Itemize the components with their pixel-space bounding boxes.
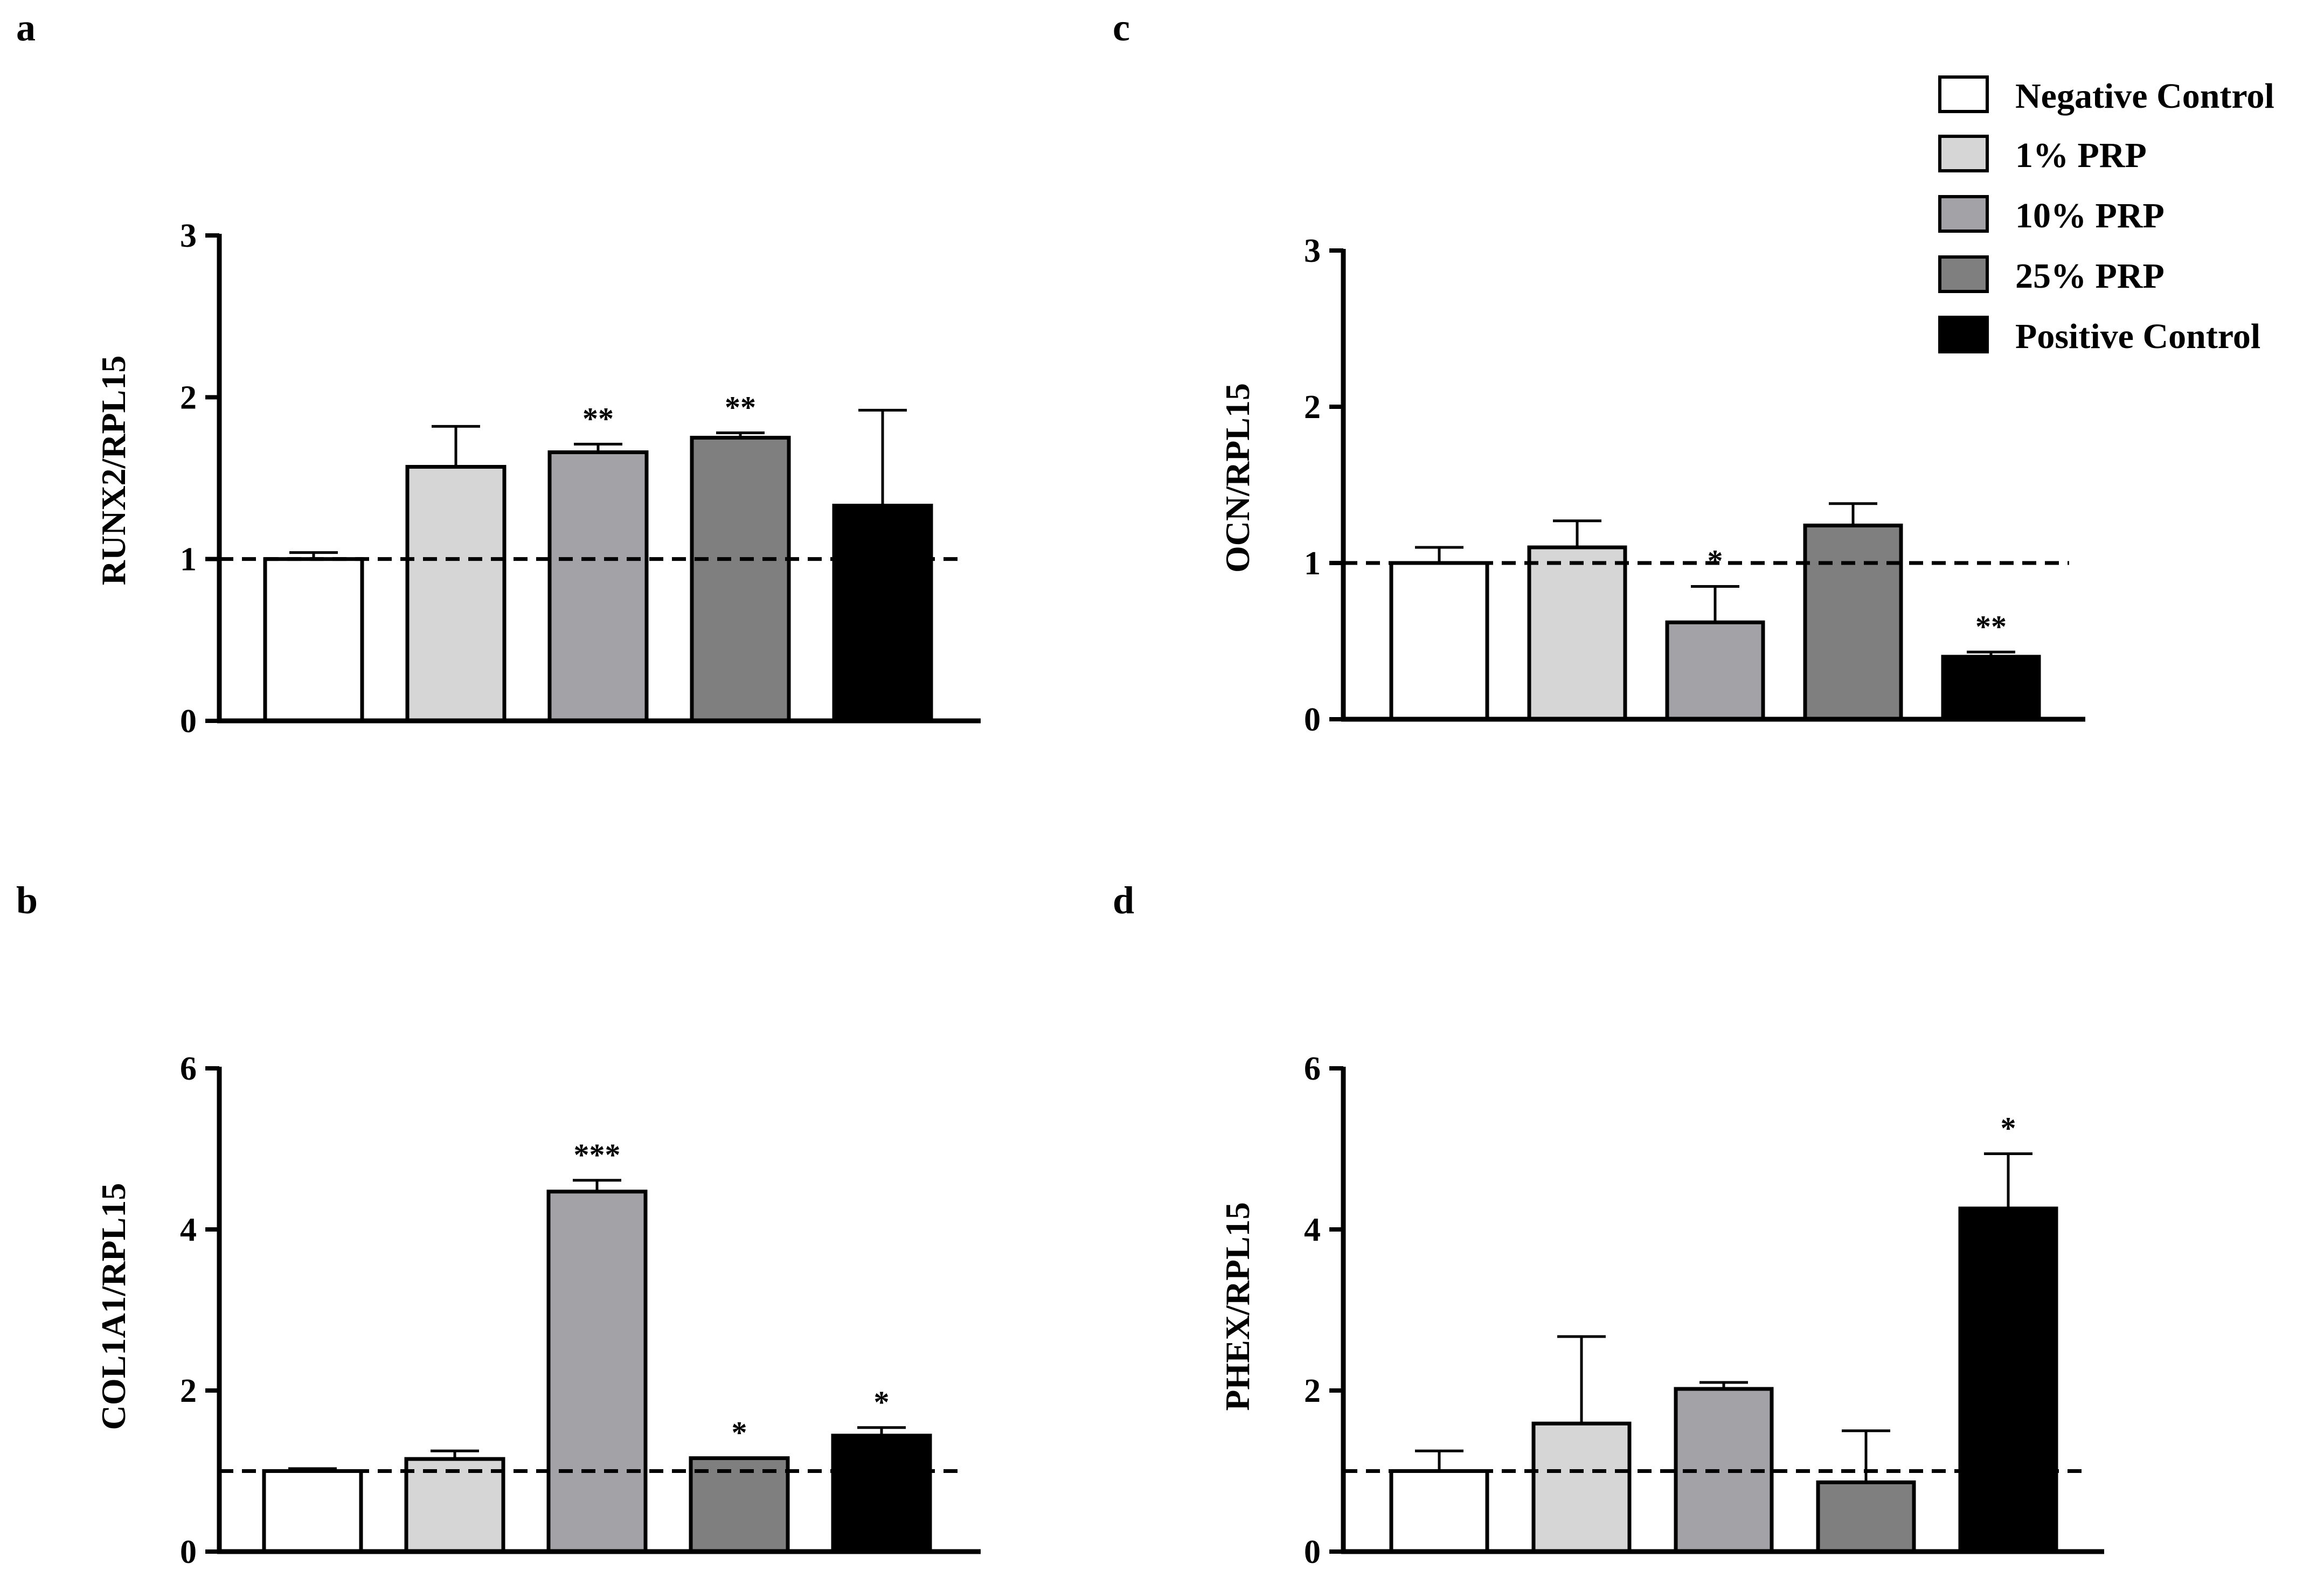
significance-c-10pct-prp: * [1708,544,1723,579]
plot-area-d: * 0 2 4 6 [1304,1051,2104,1570]
y-axis-label-c: OCN/RPL15 [1218,383,1257,573]
significance-b-10pct-prp: *** [574,1137,621,1172]
legend-label-10pct-prp: 10% PRP [2015,196,2165,235]
panel-label-a: a [16,6,36,49]
y-tick-label-a-1: 1 [180,541,197,578]
y-tick-label-c-0: 0 [1304,701,1321,738]
y-tick-label-a-0: 0 [180,703,197,740]
plot-area-a: ** ** 0 1 2 3 [180,218,981,740]
bar-a-25pct-prp [690,435,791,723]
bar-c-negative-control [1389,561,1489,721]
y-tick-label-b-0: 0 [180,1534,197,1570]
bar-d-negative-control [1389,1469,1489,1554]
legend: Negative Control 1% PRP 10% PRP 25% PRP … [1938,75,2274,356]
y-tick-label-a-2: 2 [180,379,197,416]
y-axis-label-d: PHEX/RPL15 [1218,1202,1257,1411]
significance-a-10pct-prp: ** [582,401,614,436]
significance-a-25pct-prp: ** [725,390,756,425]
bar-c-10pct-prp [1665,620,1765,721]
y-tick-label-b-1: 2 [180,1373,197,1409]
bar-d-positive-control [1958,1206,2058,1554]
bar-b-25pct-prp [689,1456,790,1554]
legend-label-positive-control: Positive Control [2015,317,2260,356]
bar-d-25pct-prp [1816,1480,1916,1554]
legend-swatch-1pct-prp [1938,135,1989,172]
significance-c-positive-control: ** [1975,609,2007,644]
bar-a-negative-control [263,557,364,723]
bar-a-10pct-prp [547,450,649,723]
bar-b-positive-control [831,1434,932,1554]
legend-label-negative-control: Negative Control [2015,77,2274,116]
legend-label-25pct-prp: 25% PRP [2015,256,2165,296]
y-tick-label-c-2: 2 [1304,389,1321,426]
legend-swatch-positive-control [1938,316,1989,353]
y-tick-label-c-3: 3 [1304,233,1321,269]
bar-a-1pct-prp [405,464,507,723]
y-tick-label-d-1: 2 [1304,1373,1321,1409]
y-tick-label-a-3: 3 [180,218,197,254]
bar-c-positive-control [1941,655,2041,721]
panel-label-d: d [1113,879,1134,922]
bar-c-1pct-prp [1527,545,1627,721]
legend-swatch-negative-control [1938,75,1989,113]
y-tick-label-d-0: 0 [1304,1534,1321,1570]
y-axis-label-a: RUNX2/RPL15 [94,356,133,586]
y-tick-label-d-3: 6 [1304,1051,1321,1087]
bar-b-1pct-prp [404,1457,505,1554]
panel-label-c: c [1113,6,1130,49]
y-axis-label-b: COL1A1/RPL15 [94,1183,133,1430]
panel-d: d PHEX/RPL15 * 0 2 4 6 [1113,879,2104,1570]
y-tick-label-c-1: 1 [1304,545,1321,582]
y-tick-label-b-2: 4 [180,1212,197,1248]
y-tick-label-d-2: 4 [1304,1212,1321,1248]
bar-b-negative-control [262,1469,363,1554]
bar-a-positive-control [832,504,933,723]
bar-c-25pct-prp [1803,523,1903,721]
significance-b-25pct-prp: * [732,1415,747,1450]
panel-label-b: b [16,879,38,922]
legend-label-1pct-prp: 1% PRP [2015,136,2147,175]
y-tick-label-b-3: 6 [180,1051,197,1087]
panel-a: a RUNX2/RPL15 ** ** 0 1 2 3 [16,6,981,740]
significance-d-positive-control: * [2001,1110,2016,1145]
bar-d-1pct-prp [1531,1421,1632,1554]
bar-b-10pct-prp [546,1190,648,1554]
legend-swatch-10pct-prp [1938,195,1989,233]
significance-b-positive-control: * [874,1385,890,1420]
legend-swatch-25pct-prp [1938,255,1989,293]
